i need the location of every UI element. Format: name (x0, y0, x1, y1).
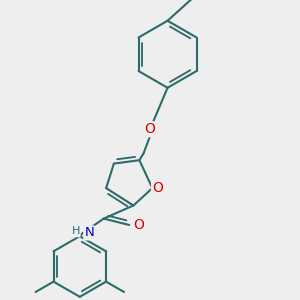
Text: O: O (152, 181, 163, 195)
Text: O: O (134, 218, 144, 232)
Text: N: N (84, 226, 94, 239)
Text: O: O (145, 122, 155, 136)
Text: H: H (71, 226, 80, 236)
